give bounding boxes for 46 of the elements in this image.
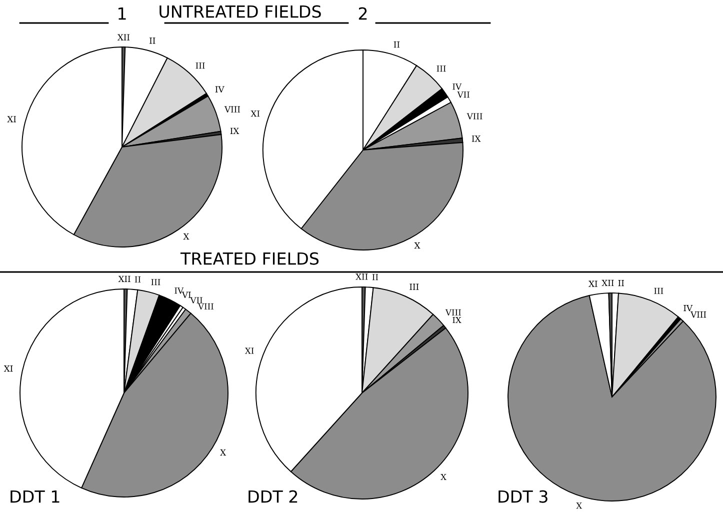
slice-label: X bbox=[414, 242, 420, 248]
slice-label: II bbox=[372, 274, 378, 280]
slice-label: VIII bbox=[198, 303, 214, 310]
slice-label: XI bbox=[588, 280, 598, 287]
slice-label: VIII bbox=[690, 312, 706, 318]
chart-title: 1 bbox=[118, 7, 126, 20]
slice-label: XII bbox=[602, 280, 614, 286]
chart-subtitle: TREATED FIELDS bbox=[180, 252, 319, 265]
slice-label: II bbox=[134, 276, 141, 282]
slice-label: X bbox=[183, 233, 190, 240]
slice-label: IV bbox=[452, 84, 462, 90]
text: DDT 1 bbox=[10, 490, 60, 503]
slice-label: IV bbox=[215, 86, 224, 92]
slice-label: XI bbox=[7, 116, 16, 122]
slice-label: XII bbox=[118, 34, 130, 40]
slice-label: III bbox=[654, 288, 664, 294]
slice-label: X bbox=[576, 502, 582, 509]
slice-label: II bbox=[394, 42, 400, 48]
slice-label: XII bbox=[356, 274, 368, 280]
slice-label: IV bbox=[684, 305, 693, 312]
slice-label: IX bbox=[472, 136, 481, 142]
slice-label: VII bbox=[190, 297, 202, 304]
slice-label: VIII bbox=[224, 106, 240, 112]
slice-label: VI bbox=[182, 292, 191, 298]
slice-label: IV bbox=[174, 288, 184, 294]
slice-label: III bbox=[410, 284, 419, 290]
slice-label: IX bbox=[230, 128, 240, 134]
slice-label: XI bbox=[250, 110, 260, 117]
slice-label: X bbox=[220, 449, 226, 456]
slice-label: IX bbox=[452, 316, 462, 324]
chart-title: 2 bbox=[358, 7, 367, 20]
text: DDT 2 bbox=[248, 490, 298, 503]
slice-label: III bbox=[196, 62, 205, 69]
slice-label: III bbox=[151, 279, 160, 286]
slice-label: II bbox=[150, 38, 156, 44]
slice-label: XII bbox=[118, 276, 130, 282]
slice-label: X bbox=[440, 474, 446, 480]
slice-label: VII bbox=[457, 92, 470, 98]
slice-label: II bbox=[618, 280, 624, 286]
slice-label: VIII bbox=[466, 113, 482, 120]
chart-subtitle: UNTREATED FIELDS bbox=[160, 5, 321, 18]
slice-label: XI bbox=[4, 366, 13, 372]
slice-label: XI bbox=[245, 348, 254, 354]
slice-label: VIII bbox=[445, 309, 461, 316]
slice-label: III bbox=[436, 66, 446, 72]
text: DDT 3 bbox=[498, 490, 548, 503]
